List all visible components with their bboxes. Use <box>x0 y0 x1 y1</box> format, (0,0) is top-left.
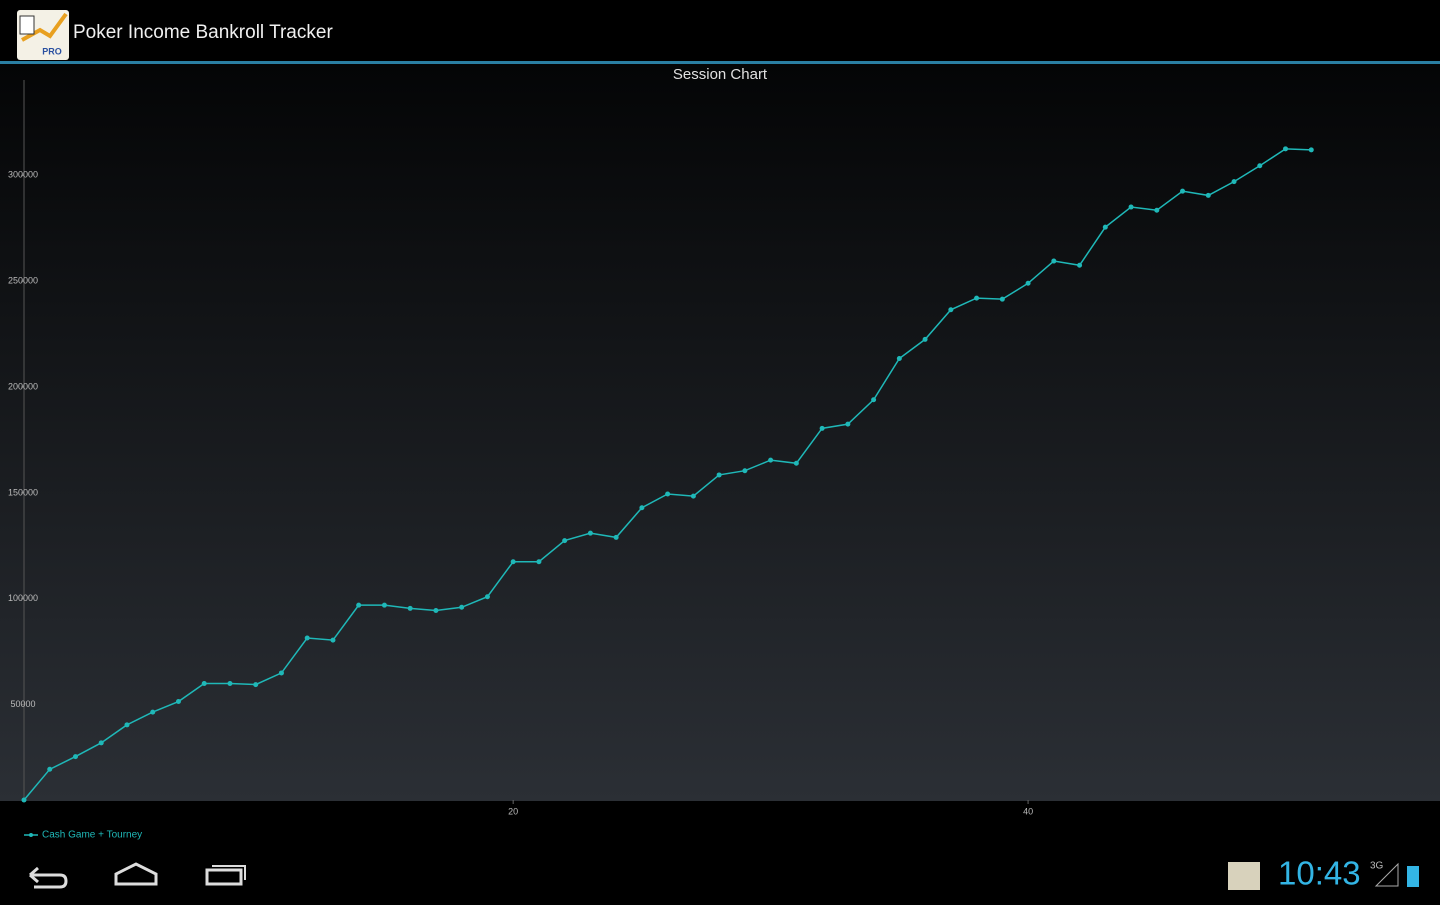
chart-title: Session Chart <box>673 66 768 83</box>
data-point <box>819 425 825 431</box>
data-point <box>201 681 207 687</box>
network-type: 3G <box>1370 861 1384 872</box>
y-tick-label: 250000 <box>8 276 38 286</box>
data-point <box>587 530 593 536</box>
data-point <box>1308 147 1314 153</box>
y-tick-label: 50000 <box>10 699 35 709</box>
data-point <box>639 505 645 511</box>
recents-button[interactable] <box>205 865 246 886</box>
data-point <box>304 635 310 641</box>
data-point <box>21 797 27 803</box>
data-point <box>1180 188 1186 194</box>
battery-icon <box>1407 866 1419 887</box>
y-tick-label: 150000 <box>8 487 38 497</box>
data-point <box>227 681 233 687</box>
data-point <box>1154 207 1160 213</box>
data-point <box>536 559 542 565</box>
y-tick-label: 200000 <box>8 381 38 391</box>
data-point <box>98 740 104 746</box>
data-point <box>896 355 902 361</box>
data-point <box>484 594 490 600</box>
legend-marker <box>29 833 33 837</box>
action-bar-divider <box>0 61 1440 64</box>
x-tick-label: 20 <box>508 806 518 816</box>
data-point <box>47 766 53 772</box>
data-point <box>742 468 748 474</box>
data-point <box>793 460 799 466</box>
home-button[interactable] <box>114 862 158 886</box>
data-point <box>999 296 1005 302</box>
data-point <box>72 754 78 760</box>
data-point <box>1283 146 1289 152</box>
data-point <box>1128 204 1134 210</box>
y-tick-label: 300000 <box>8 170 38 180</box>
data-point <box>510 559 516 565</box>
data-point <box>768 457 774 463</box>
plot: 50000 100000 150000 200000 250000 300000 20 40 <box>8 146 1314 816</box>
signal-icon <box>1374 862 1399 887</box>
data-point <box>175 699 181 705</box>
data-point <box>150 709 156 715</box>
data-point <box>1257 163 1263 169</box>
app-icon[interactable]: PRO <box>17 10 69 60</box>
data-point <box>871 397 877 403</box>
data-point <box>613 534 619 540</box>
back-button[interactable] <box>29 866 68 889</box>
data-point <box>1025 280 1031 286</box>
notification-icon[interactable] <box>1228 862 1260 890</box>
data-point <box>690 493 696 499</box>
data-point <box>716 472 722 478</box>
y-tick-label: 100000 <box>8 593 38 603</box>
data-point <box>1077 262 1083 268</box>
nav-bar: 10:43 3G <box>29 855 1419 892</box>
data-point <box>974 295 980 301</box>
app-title: Poker Income Bankroll Tracker <box>73 22 333 43</box>
data-point <box>330 637 336 643</box>
data-point <box>562 538 568 544</box>
data-point <box>665 491 671 497</box>
data-point <box>922 336 928 342</box>
data-point <box>381 602 387 608</box>
data-point <box>356 602 362 608</box>
data-point <box>948 307 954 313</box>
app-icon-label: PRO <box>42 46 62 56</box>
data-point <box>1102 224 1108 230</box>
data-point <box>253 682 259 688</box>
clock: 10:43 <box>1278 855 1361 892</box>
data-point <box>459 604 465 610</box>
data-point <box>407 605 413 611</box>
data-point <box>433 607 439 613</box>
data-point <box>1205 192 1211 198</box>
data-point <box>124 722 130 728</box>
data-point <box>1231 179 1237 185</box>
data-point <box>845 421 851 427</box>
data-point <box>278 670 284 676</box>
chart-background <box>0 64 1440 801</box>
x-tick-label: 40 <box>1023 806 1033 816</box>
action-bar <box>0 0 1440 62</box>
legend-label: Cash Game + Tourney <box>42 830 142 841</box>
data-point <box>1051 258 1057 264</box>
